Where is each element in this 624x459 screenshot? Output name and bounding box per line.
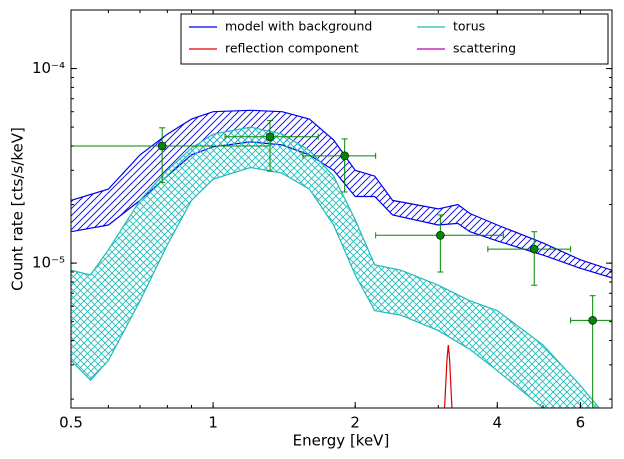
x-tick-label: 1: [208, 414, 218, 432]
axes: 0.5 1 2 4 6 10⁻⁵ 10⁻⁴: [32, 9, 613, 432]
model-line: [443, 344, 453, 408]
band-upper: [71, 126, 600, 408]
x-tick-label: 2: [350, 414, 360, 432]
band-lower: [71, 166, 544, 408]
x-axis-label: Energy [keV]: [293, 432, 390, 450]
data-point: [340, 151, 349, 161]
axes-frame: [70, 9, 613, 409]
legend-label: scattering: [453, 41, 516, 56]
y-tick-label: 10⁻⁵: [32, 254, 65, 272]
legend-label: reflection component: [225, 41, 359, 56]
x-tick-label: 4: [493, 414, 503, 432]
plot-area: [71, 109, 612, 408]
x-tick-label: 6: [576, 414, 586, 432]
y-axis-label: Count rate [cts/s/keV]: [9, 127, 27, 291]
x-tick-label: 0.5: [59, 414, 83, 432]
legend-box: [180, 13, 609, 65]
data-point: [529, 244, 539, 254]
legend: model with background reflection componen…: [180, 13, 609, 65]
legend-label: model with background: [225, 19, 372, 34]
band-fill: [71, 127, 600, 408]
legend-label: torus: [453, 19, 485, 34]
data-point: [157, 141, 167, 151]
y-tick-label: 10⁻⁴: [32, 59, 65, 77]
data-point: [588, 316, 597, 325]
data-point: [265, 132, 275, 142]
data-point: [436, 230, 445, 240]
